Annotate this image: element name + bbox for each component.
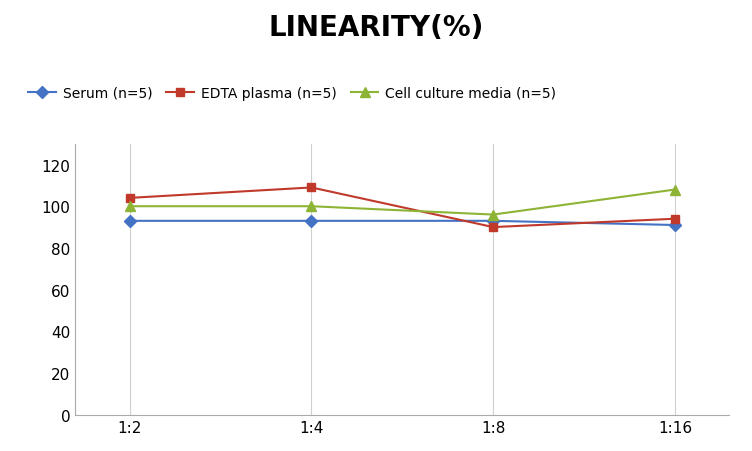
- Text: LINEARITY(%): LINEARITY(%): [268, 14, 484, 41]
- Line: Cell culture media (n=5): Cell culture media (n=5): [125, 185, 680, 220]
- Legend: Serum (n=5), EDTA plasma (n=5), Cell culture media (n=5): Serum (n=5), EDTA plasma (n=5), Cell cul…: [23, 81, 562, 106]
- EDTA plasma (n=5): [125, 196, 134, 201]
- Line: Serum (n=5): Serum (n=5): [126, 217, 679, 230]
- EDTA plasma (n=5): [671, 216, 680, 222]
- Cell culture media (n=5): [671, 188, 680, 193]
- EDTA plasma (n=5): [489, 225, 498, 230]
- Serum (n=5): [125, 219, 134, 224]
- Serum (n=5): [489, 219, 498, 224]
- Cell culture media (n=5): [125, 204, 134, 209]
- Serum (n=5): [307, 219, 316, 224]
- Cell culture media (n=5): [489, 212, 498, 218]
- Serum (n=5): [671, 223, 680, 228]
- EDTA plasma (n=5): [307, 185, 316, 191]
- Line: EDTA plasma (n=5): EDTA plasma (n=5): [126, 184, 679, 232]
- Cell culture media (n=5): [307, 204, 316, 209]
